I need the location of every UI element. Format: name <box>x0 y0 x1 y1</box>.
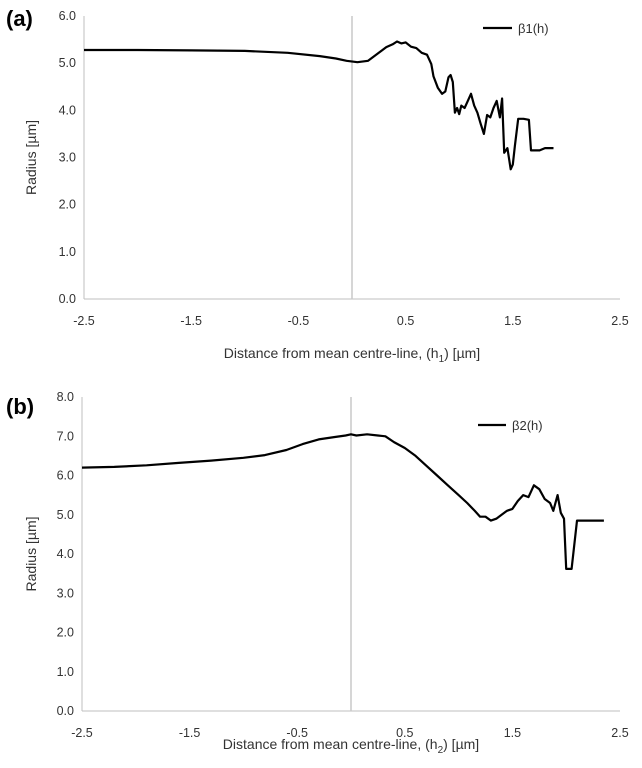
x-tick-label: -0.5 <box>286 726 308 740</box>
panel-label-b: (b) <box>6 394 34 419</box>
y-tick-label: 4.0 <box>59 103 76 117</box>
x-tick-label: -1.5 <box>180 314 202 328</box>
x-tick-label: -2.5 <box>73 314 95 328</box>
x-axis-title-main: Distance from mean centre-line, (h <box>224 345 439 361</box>
y-tick-label: 3.0 <box>59 151 76 165</box>
y-tick-label: 1.0 <box>57 665 74 679</box>
x-axis-title-subscript: 2 <box>438 745 444 756</box>
legend-label: β1(h) <box>518 21 549 36</box>
y-tick-label: 4.0 <box>57 547 74 561</box>
y-tick-label: 7.0 <box>57 429 74 443</box>
x-tick-label: 2.5 <box>611 314 628 328</box>
series-line <box>81 433 604 571</box>
y-tick-label: 0.0 <box>59 292 76 306</box>
x-axis-title-suffix: ) [µm] <box>443 736 479 752</box>
x-tick-label: -1.5 <box>179 726 201 740</box>
y-tick-label: 0.0 <box>57 704 74 718</box>
x-axis-title-main: Distance from mean centre-line, (h <box>223 736 438 752</box>
x-axis-title: Distance from mean centre-line, (h1) [µm… <box>224 345 480 365</box>
series-line <box>84 40 554 171</box>
x-axis-title: Distance from mean centre-line, (h2) [µm… <box>223 736 479 756</box>
y-axis-title: Radius [µm] <box>23 120 39 195</box>
x-tick-label: 1.5 <box>504 314 521 328</box>
y-tick-label: 2.0 <box>57 626 74 640</box>
y-tick-label: 3.0 <box>57 586 74 600</box>
chart-panel-b: (b) 0.0 1.0 2.0 3.0 4.0 5.0 6.0 7.0 8.0 -2.5 -1.5 -… <box>6 390 629 756</box>
y-tick-label: 5.0 <box>57 508 74 522</box>
y-tick-label: 5.0 <box>59 56 76 70</box>
x-tick-label: 0.5 <box>397 314 414 328</box>
x-axis-title-suffix: ) [µm] <box>444 345 480 361</box>
x-tick-label: 0.5 <box>396 726 413 740</box>
x-axis-title-subscript: 1 <box>439 354 445 365</box>
x-tick-label: 2.5 <box>611 726 628 740</box>
y-tick-label: 6.0 <box>57 469 74 483</box>
legend-label: β2(h) <box>512 418 543 433</box>
y-tick-label: 1.0 <box>59 245 76 259</box>
x-tick-label: 1.5 <box>504 726 521 740</box>
x-tick-label: -2.5 <box>71 726 93 740</box>
y-axis-title: Radius [µm] <box>23 517 39 592</box>
chart-panel-a: (a) 0.0 1.0 2.0 3.0 4.0 5.0 6.0 -2.5 -1.5 -0.5 0.5… <box>6 6 629 365</box>
y-tick-label: 2.0 <box>59 198 76 212</box>
panel-label-a: (a) <box>6 6 33 31</box>
x-tick-label: -0.5 <box>288 314 310 328</box>
y-tick-label: 8.0 <box>57 390 74 404</box>
y-tick-label: 6.0 <box>59 9 76 23</box>
